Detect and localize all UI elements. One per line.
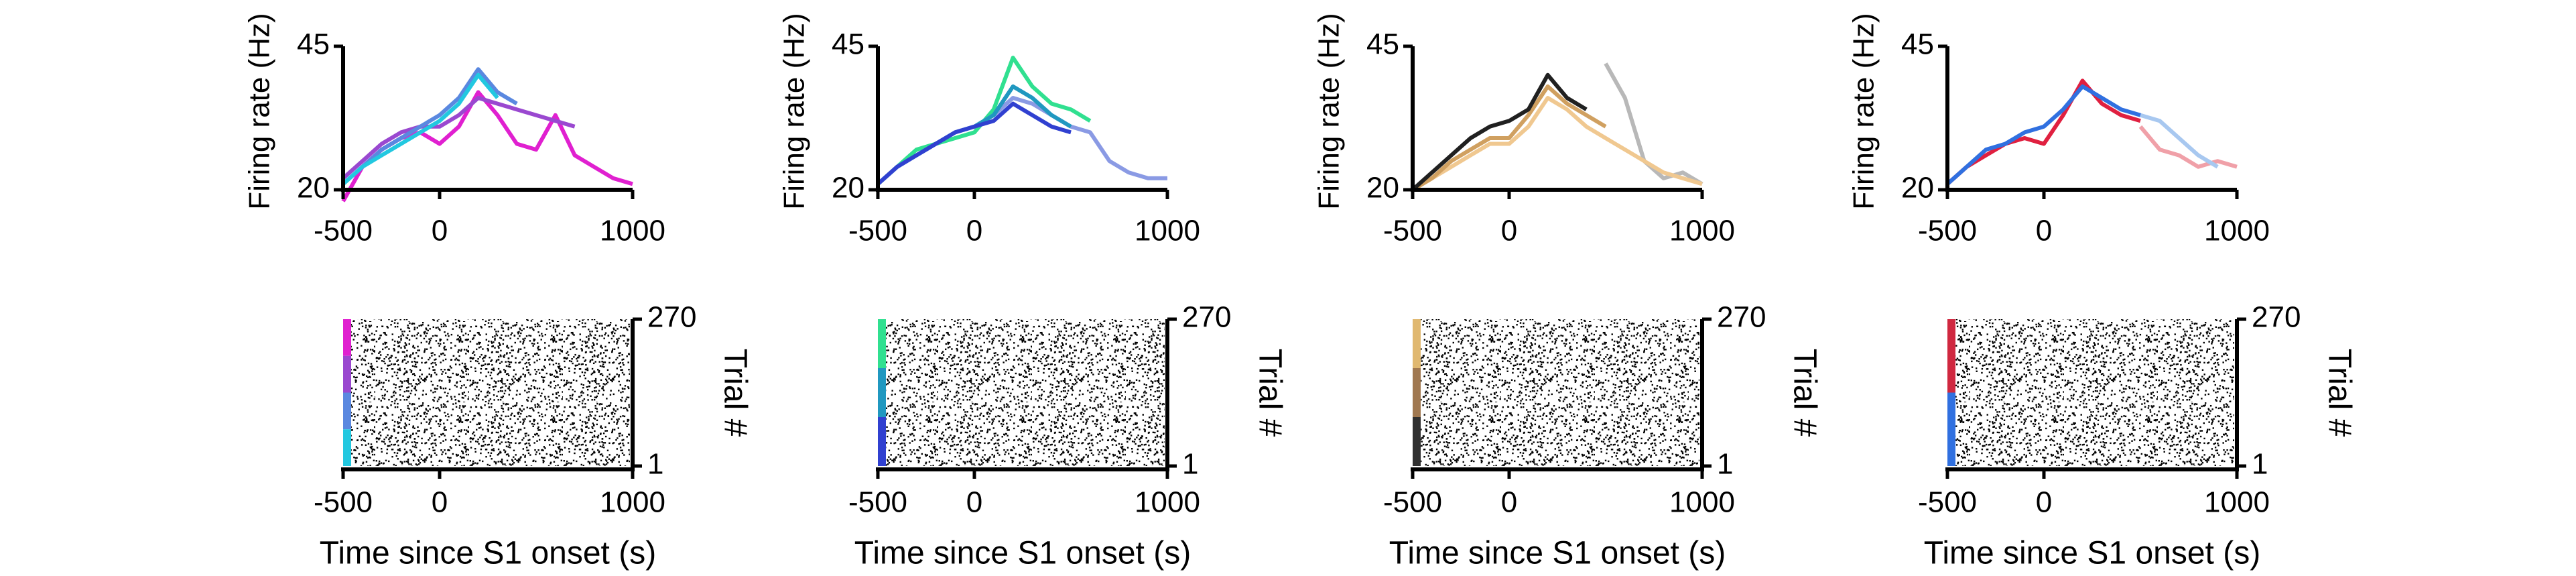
y-axis-label: Firing rate (Hz) [1848,13,1880,209]
series-line [342,96,576,180]
y-tick-label: 270 [1182,301,1231,334]
y-axis-label: Firing rate (Hz) [1313,13,1346,209]
x-tick-label: -500 [848,215,907,247]
condition-bar [878,319,886,368]
y-tick-label: 45 [832,28,864,61]
condition-bar [1413,319,1421,368]
y-tick-label: 45 [1901,28,1934,61]
y-tick-label: 1 [1182,448,1198,481]
y-axis-label: Trial # [2321,349,2357,437]
series-line [2140,113,2219,169]
series-line [1946,78,2141,186]
series-line [1604,62,1703,186]
condition-bar [343,392,351,430]
x-axis-label: Time since S1 onset (s) [320,536,656,571]
x-tick-label: -500 [848,486,907,519]
series-line [1411,84,1607,192]
y-axis-label: Firing rate (Hz) [243,13,276,209]
x-tick-label: -500 [1383,215,1442,247]
x-tick-label: -500 [1918,486,1977,519]
y-tick-label: 45 [1366,28,1399,61]
y-axis-label: Firing rate (Hz) [778,13,811,209]
y-tick-label: 1 [647,448,663,481]
y-tick-label: 270 [647,301,696,334]
y-tick-label: 20 [1366,172,1399,205]
series-line [2138,125,2238,169]
y-tick-label: 45 [297,28,330,61]
x-tick-label: -500 [1383,486,1442,519]
y-axis-label: Trial # [717,349,753,437]
y-tick-label: 1 [1717,448,1733,481]
condition-bar [1413,417,1421,466]
condition-bar [343,429,351,466]
series-line [1946,84,2141,186]
x-axis-label: Time since S1 onset (s) [1389,536,1726,571]
x-tick-label: 1000 [1669,486,1735,519]
x-tick-label: 0 [966,215,982,247]
x-tick-label: 1000 [600,215,665,247]
x-tick-label: -500 [314,215,373,247]
condition-bar [1947,319,1955,393]
y-tick-label: 20 [297,172,330,205]
raster [886,319,1165,466]
condition-bar [878,368,886,417]
condition-bar [343,319,351,356]
x-tick-label: 0 [2036,215,2052,247]
x-tick-label: 1000 [600,486,665,519]
x-tick-label: 0 [1501,215,1517,247]
series-line [1411,96,1703,192]
x-tick-label: 1000 [1669,215,1735,247]
y-tick-label: 20 [832,172,864,205]
x-tick-label: 0 [432,486,448,519]
series-line [877,101,1072,186]
x-tick-label: 0 [966,486,982,519]
x-tick-label: -500 [314,486,373,519]
x-tick-label: 0 [432,215,448,247]
x-tick-label: 1000 [1135,486,1200,519]
y-axis-label: Trial # [1787,349,1822,437]
series-line [342,72,499,186]
series-line [342,67,518,186]
y-tick-label: 270 [1717,301,1766,334]
x-tick-label: 0 [1501,486,1517,519]
y-tick-label: 1 [2252,448,2268,481]
x-tick-label: 1000 [2204,486,2270,519]
x-tick-label: 1000 [1135,215,1200,247]
x-axis-label: Time since S1 onset (s) [1924,536,2260,571]
y-axis-label: Trial # [1252,349,1287,437]
series-line [877,84,1072,186]
x-axis-label: Time since S1 onset (s) [854,536,1191,571]
y-tick-label: 20 [1901,172,1934,205]
x-tick-label: 0 [2036,486,2052,519]
raster [1421,319,1699,466]
condition-bar [878,417,886,466]
series-line [1411,72,1588,192]
raster [351,319,630,466]
x-tick-label: 1000 [2204,215,2270,247]
condition-bar [1947,392,1955,466]
condition-bar [1413,368,1421,417]
raster [1955,319,2234,466]
y-tick-label: 270 [2252,301,2301,334]
x-tick-label: -500 [1918,215,1977,247]
condition-bar [343,355,351,393]
